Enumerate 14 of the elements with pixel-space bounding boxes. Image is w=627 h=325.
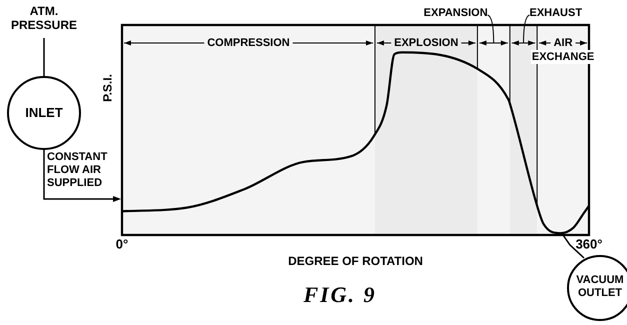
band-label: EXPLOSION: [394, 37, 458, 50]
text: ATM. PRESSURE: [10, 4, 78, 32]
text: INLET: [24, 105, 64, 120]
y-axis-title: P.S.I.: [100, 74, 114, 102]
text: CONSTANT FLOW AIR SUPPLIED: [47, 151, 108, 190]
x-tick-label: 360°: [576, 236, 602, 252]
band-label: EXHAUST: [529, 7, 582, 20]
text: FIG. 9: [302, 282, 378, 308]
band-label: COMPRESSION: [207, 37, 290, 50]
x-tick-label: 0°: [116, 236, 128, 252]
band-label: AIR EXCHANGE: [532, 37, 594, 64]
x-axis-title: DEGREE OF ROTATION: [288, 254, 423, 268]
band-label: EXPANSION: [424, 7, 488, 20]
text: VACUUM OUTLET: [575, 274, 625, 300]
